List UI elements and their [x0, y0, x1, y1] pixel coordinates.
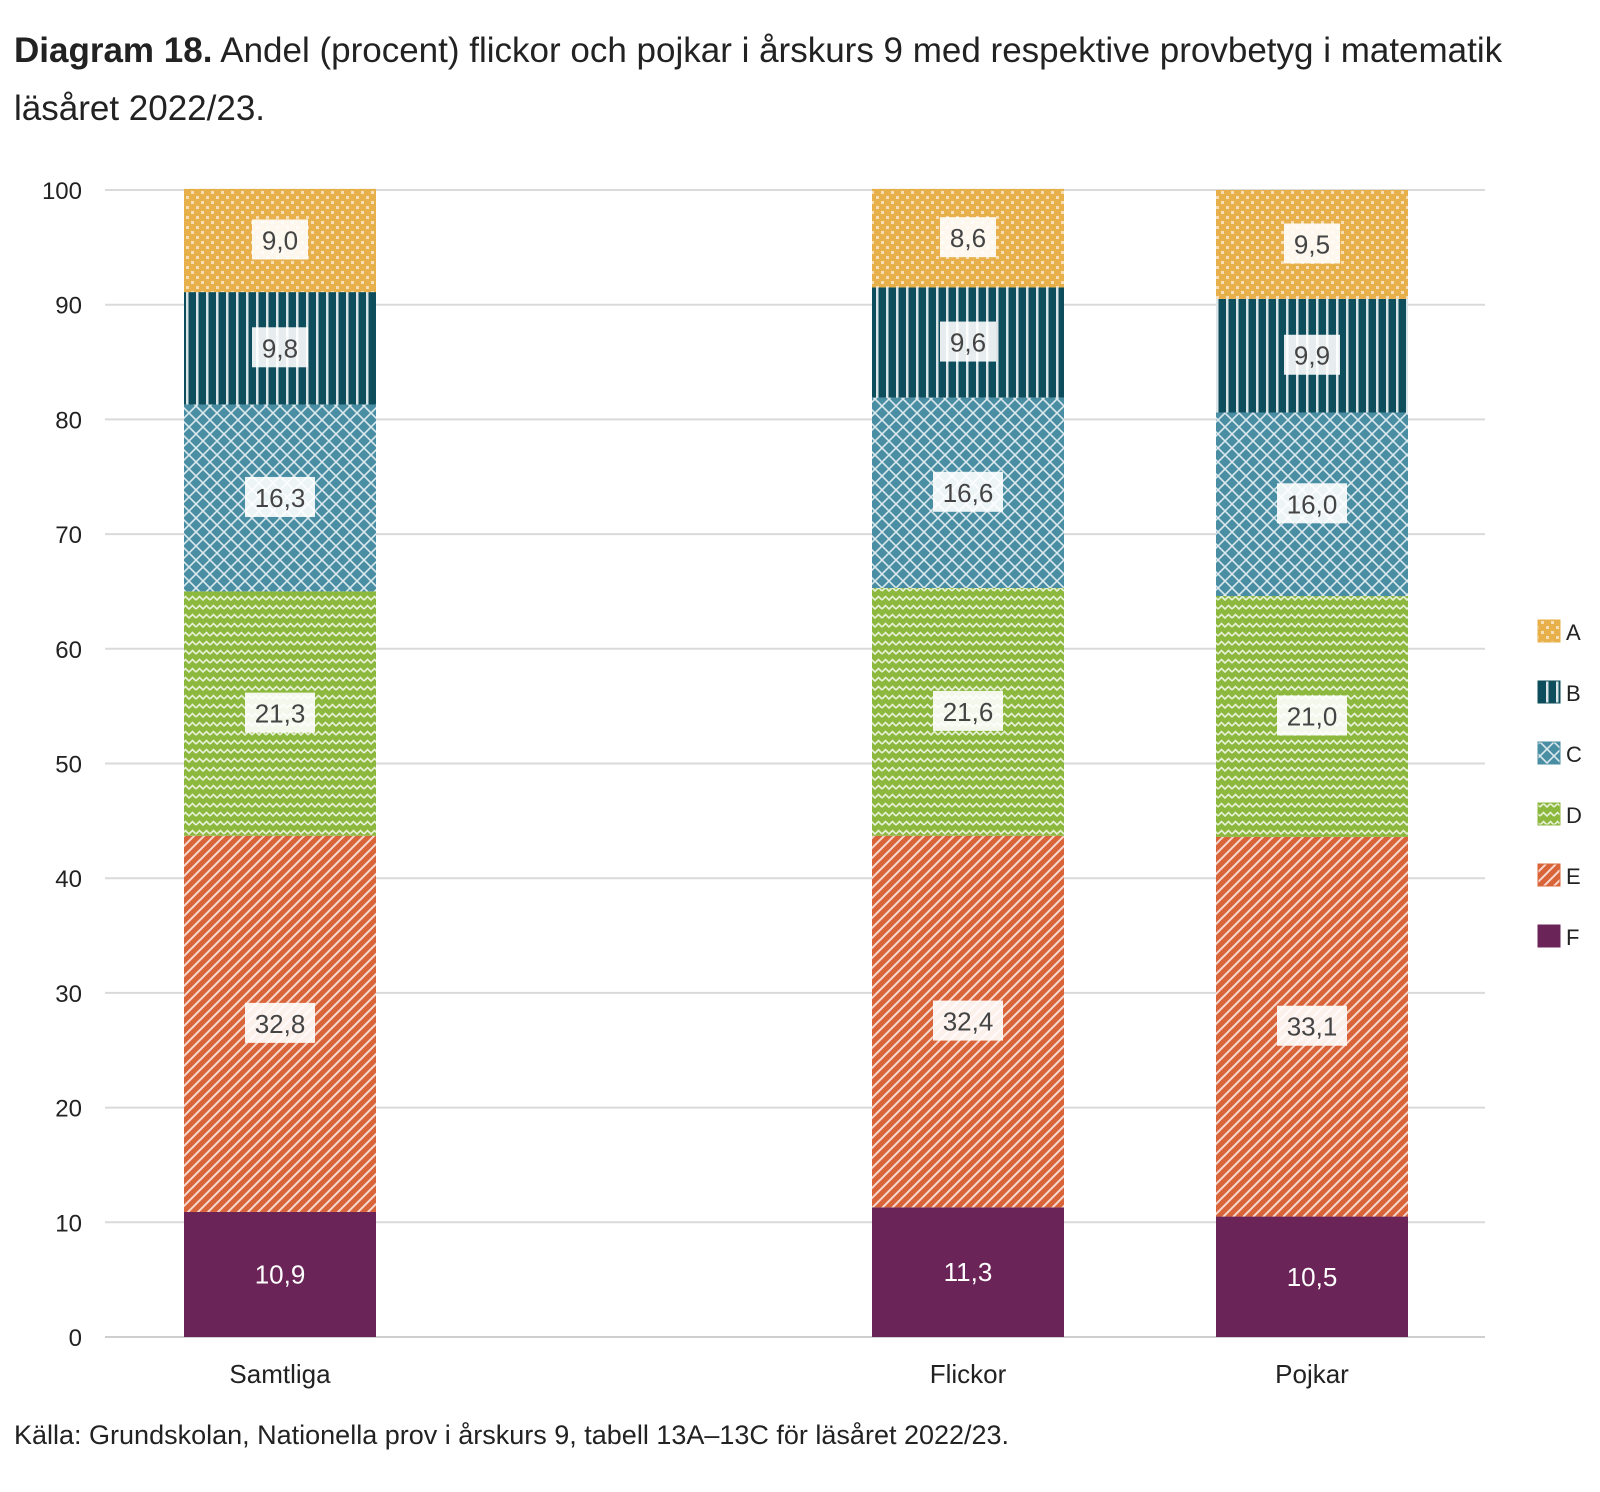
legend-item: D: [1537, 802, 1582, 828]
legend-label: D: [1566, 803, 1582, 828]
legend-label: B: [1566, 681, 1581, 706]
data-label-box: [933, 471, 1003, 512]
legend: A B C D E F: [1537, 619, 1582, 950]
y-tick-label: 10: [55, 1210, 82, 1237]
legend-item: E: [1537, 863, 1581, 889]
legend-swatch: [1537, 619, 1561, 643]
source-note: Källa: Grundskolan, Nationella prov i år…: [14, 1420, 1010, 1450]
legend-swatch: [1537, 924, 1561, 948]
data-label-box: [252, 219, 308, 260]
data-label: 32,8: [255, 1009, 306, 1039]
data-label: 9,6: [950, 328, 986, 358]
data-label: 11,3: [944, 1257, 993, 1287]
bars: 10,9 32,8 21,3 16,3 9,8 9,0 11,3 32,4 21,6 16,6 9,…: [184, 188, 1408, 1337]
bar-segment: [184, 1211, 376, 1337]
legend-label: A: [1566, 620, 1581, 645]
data-label: 10,5: [1287, 1262, 1338, 1292]
data-label-box: [940, 217, 996, 258]
data-label-box: [1284, 334, 1340, 375]
data-label-box: [1277, 695, 1347, 736]
data-label: 9,5: [1294, 229, 1330, 259]
y-axis: 0 10 20 30 40 50 60 70 80 90 100: [42, 178, 82, 1352]
legend-label: F: [1566, 925, 1579, 950]
legend-item: F: [1537, 924, 1579, 950]
legend-swatch: [1537, 802, 1561, 826]
legend-swatch: [1537, 741, 1561, 765]
legend-item: B: [1537, 680, 1581, 706]
data-label: 9,9: [1294, 341, 1330, 371]
y-tick-label: 100: [42, 178, 82, 205]
bar-segment: [1216, 1216, 1408, 1337]
data-label-box: [245, 692, 315, 733]
x-axis: Samtliga Flickor Pojkar: [229, 1359, 1349, 1389]
data-label: 21,3: [255, 699, 306, 729]
chart-title-text: Andel (procent) flickor och pojkar i års…: [14, 31, 1503, 128]
data-label: 16,0: [1287, 489, 1338, 519]
y-tick-label: 60: [55, 637, 82, 664]
legend-label: C: [1566, 742, 1582, 767]
data-label: 32,4: [943, 1007, 994, 1037]
data-label: 21,0: [1287, 701, 1338, 731]
legend-swatch: [1537, 863, 1561, 887]
data-label: 16,3: [255, 483, 306, 513]
x-category-label: Samtliga: [229, 1359, 331, 1389]
bar-stack: 10,9 32,8 21,3 16,3 9,8 9,0: [184, 188, 376, 1337]
legend-item: A: [1537, 619, 1581, 645]
data-label: 16,6: [943, 478, 994, 508]
data-label-box: [933, 690, 1003, 731]
bar-segment: [872, 1207, 1064, 1337]
legend-swatch: [1537, 680, 1561, 704]
bar-stack: 10,5 33,1 21,0 16,0 9,9 9,5: [1216, 190, 1408, 1337]
y-tick-label: 70: [55, 522, 82, 549]
data-label-box: [1277, 1005, 1347, 1046]
x-category-label: Pojkar: [1275, 1359, 1349, 1389]
chart-title-number: Diagram 18.: [14, 31, 213, 70]
y-tick-label: 0: [69, 1325, 82, 1352]
stacked-bar-chart: 0 10 20 30 40 50 60 70 80 90 100 10,9 32,8 21,3 16,3 9…: [42, 178, 1582, 1389]
data-label: 21,6: [943, 697, 994, 727]
y-tick-label: 30: [55, 981, 82, 1008]
y-tick-label: 80: [55, 407, 82, 434]
chart-title: Diagram 18. Andel (procent) flickor och …: [14, 22, 1574, 138]
data-label: 8,6: [950, 223, 986, 253]
y-tick-label: 40: [55, 866, 82, 893]
data-label-box: [1284, 223, 1340, 264]
data-label: 9,0: [262, 225, 298, 255]
data-label-box: [940, 321, 996, 362]
legend-item: C: [1537, 741, 1582, 767]
x-category-label: Flickor: [930, 1359, 1007, 1389]
data-label: 33,1: [1287, 1012, 1338, 1042]
bar-stack: 11,3 32,4 21,6 16,6 9,6 8,6: [872, 188, 1064, 1337]
y-tick-label: 90: [55, 293, 82, 320]
data-label-box: [1277, 483, 1347, 524]
legend-label: E: [1566, 864, 1581, 889]
y-tick-label: 20: [55, 1096, 82, 1123]
data-label-box: [245, 1002, 315, 1043]
data-label-box: [933, 1000, 1003, 1041]
data-label-box: [252, 327, 308, 368]
y-tick-label: 50: [55, 752, 82, 779]
data-label: 9,8: [262, 333, 298, 363]
data-label: 10,9: [255, 1259, 306, 1289]
data-label-box: [245, 476, 315, 517]
